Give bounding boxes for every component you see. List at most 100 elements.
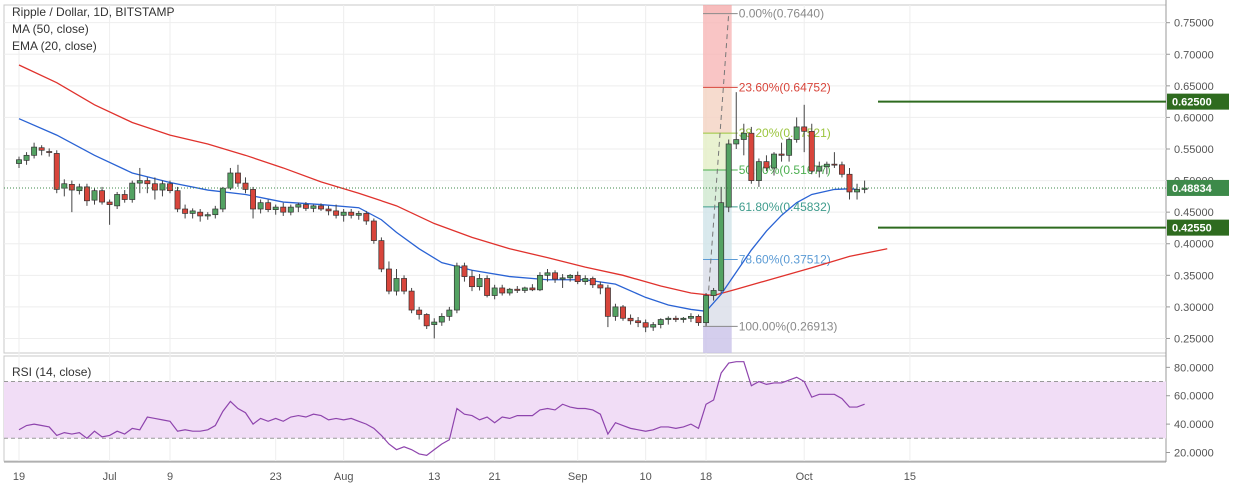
candle (536, 272, 543, 292)
candle-body (151, 183, 158, 191)
ma50-line (18, 64, 888, 297)
candle (378, 237, 385, 273)
candle-body (491, 287, 498, 296)
candle (136, 167, 143, 194)
candle (582, 275, 589, 285)
candle (76, 183, 83, 195)
candle (695, 314, 702, 326)
candle (91, 188, 98, 205)
rsi-band (4, 381, 1166, 439)
candle (620, 305, 626, 321)
candle-body (823, 163, 830, 168)
candle-body (438, 316, 445, 323)
x-tick-label: 19 (13, 471, 25, 483)
candle (287, 204, 294, 216)
candle-body (423, 314, 430, 327)
candle (831, 152, 838, 168)
candle (265, 199, 272, 213)
candle-body (808, 130, 815, 172)
candle (552, 270, 559, 283)
candle-body (469, 276, 475, 288)
candle (816, 161, 823, 178)
candle-body (370, 220, 377, 241)
candle-body (816, 166, 823, 172)
candle-body (793, 126, 800, 140)
candle (687, 313, 694, 323)
candle-body (340, 211, 347, 216)
candle-body (363, 213, 370, 222)
candle (771, 152, 777, 176)
candle (823, 161, 830, 175)
candle-body (16, 159, 22, 164)
indicator-ma50-label: MA (50, close) (12, 22, 89, 36)
candle-body (574, 274, 581, 282)
candle (167, 180, 173, 194)
candle (597, 281, 604, 295)
candle (182, 204, 189, 219)
candle-body (521, 287, 528, 291)
candle (159, 180, 166, 197)
candle-body (431, 321, 438, 325)
candle-body (627, 317, 634, 322)
x-tick-label: 15 (904, 471, 916, 483)
candle-body (136, 180, 143, 184)
candle-body (567, 274, 574, 279)
fib-zone-band (703, 13, 732, 88)
candle (423, 313, 430, 329)
candle-body (280, 206, 287, 213)
candle-body (657, 319, 664, 325)
candle-body (453, 265, 460, 311)
candle-body (484, 278, 491, 296)
candle (544, 269, 551, 282)
last-price-box (1167, 179, 1229, 196)
candle-body (212, 208, 219, 216)
candle-body (76, 186, 83, 192)
candle (204, 212, 211, 220)
candle-body (348, 211, 355, 216)
candle (846, 167, 853, 200)
candle-body (635, 320, 642, 324)
y-tick-label: 0.45000 (1174, 207, 1214, 219)
candle (408, 287, 415, 314)
y-tick-label: 0.65000 (1174, 81, 1214, 93)
candle-body (529, 287, 536, 291)
candle (355, 210, 362, 220)
candle-body (499, 287, 506, 294)
chart-title: Ripple / Dollar, 1D, BITSTAMP (12, 5, 175, 19)
candle-body (687, 316, 694, 319)
candle (31, 142, 38, 159)
candle (514, 286, 521, 293)
candle-body (38, 147, 45, 151)
candle-body (250, 189, 256, 210)
candle-body (235, 172, 241, 184)
candle-body (99, 190, 105, 203)
candle-body (506, 288, 513, 294)
fib-zone-upper (703, 5, 732, 14)
x-tick-label: Aug (334, 471, 354, 483)
candle-body (838, 164, 845, 175)
candle-body (559, 277, 566, 280)
candle (393, 269, 400, 296)
candle (151, 177, 158, 200)
candle (106, 199, 113, 225)
candle (227, 167, 234, 191)
candle (453, 262, 460, 314)
fib-zone-band (703, 206, 732, 260)
candle-body (544, 272, 551, 276)
candle-body (83, 186, 90, 202)
y-tick-label: 0.25000 (1174, 333, 1214, 345)
fib-level-label: 23.60%(0.64752) (739, 80, 831, 94)
candle-body (182, 208, 189, 214)
candle (401, 275, 408, 295)
price-label-text: 0.42550 (1172, 223, 1212, 235)
candle-body (703, 295, 710, 324)
candle (665, 316, 672, 325)
candle (642, 319, 649, 333)
candle-body (695, 316, 702, 324)
fib-level-label: 38.20%(0.57521) (739, 126, 831, 140)
candle (718, 186, 725, 293)
rsi-line (18, 361, 865, 456)
candle (710, 287, 717, 301)
candle-body (386, 268, 392, 292)
